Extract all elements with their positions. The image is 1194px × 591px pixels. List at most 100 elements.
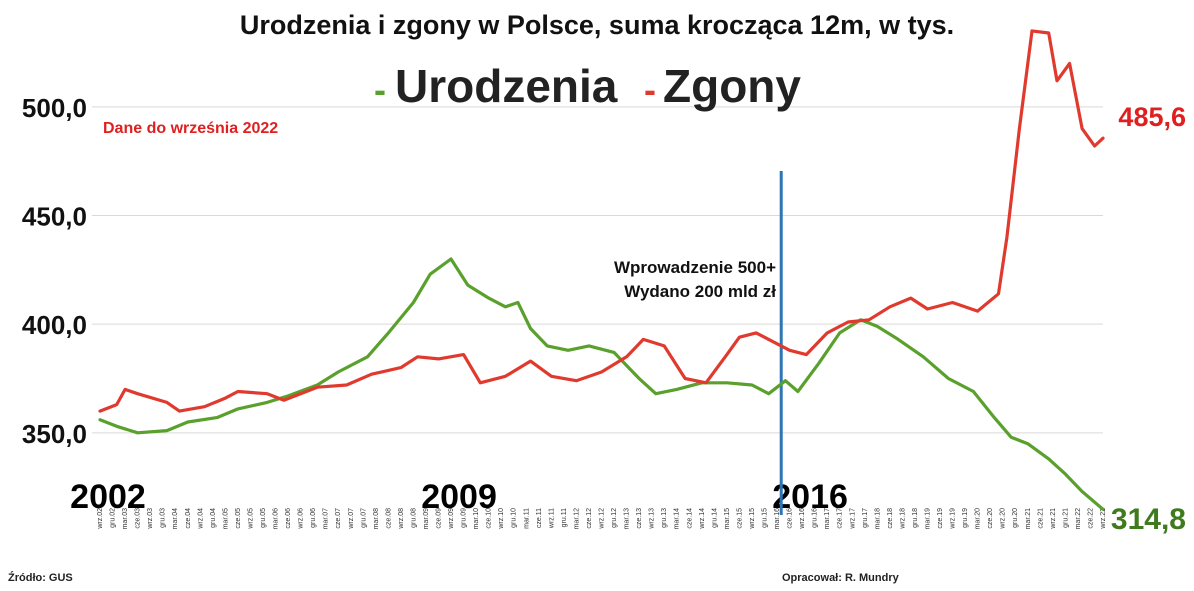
births-line xyxy=(98,257,1105,511)
x-tick-label: mar.21 xyxy=(1025,508,1032,530)
annotation-line-2: Wydano 200 mld zł xyxy=(624,282,776,301)
x-tick-label: cze.16 xyxy=(787,508,794,529)
x-tick-label: wrz.06 xyxy=(298,508,305,530)
x-tick-label: cze.12 xyxy=(586,508,593,529)
x-tick-label: gru.18 xyxy=(912,508,919,528)
x-tick-label: wrz.16 xyxy=(799,508,806,530)
series-lines xyxy=(98,29,1105,511)
x-tick-label: gru.13 xyxy=(661,508,668,528)
legend-births-label: Urodzenia xyxy=(395,60,618,112)
x-tick-label: cze.13 xyxy=(636,508,643,529)
x-tick-label: wrz.08 xyxy=(398,508,405,530)
x-tick-label: mar.14 xyxy=(674,508,681,530)
x-tick-label: mar.05 xyxy=(222,508,229,530)
x-tick-label: cze.20 xyxy=(987,508,994,529)
legend-deaths-label: Zgony xyxy=(663,60,801,112)
legend: - Urodzenia - Zgony xyxy=(374,60,801,112)
x-tick-label: cze.15 xyxy=(736,508,743,529)
year-label: 2016 xyxy=(772,478,848,516)
x-tick-label: gru.11 xyxy=(561,508,568,527)
x-tick-label: cze.03 xyxy=(135,508,142,529)
x-tick-label: gru.15 xyxy=(761,508,768,528)
x-tick-label: gru.17 xyxy=(862,508,869,528)
x-tick-label: cze.07 xyxy=(335,508,342,529)
x-tick-label: gru.07 xyxy=(360,508,367,528)
y-tick-label: 450,0 xyxy=(22,202,87,232)
chart-title: Urodzenia i zgony w Polsce, suma krocząc… xyxy=(240,10,954,40)
x-tick-label: cze.05 xyxy=(235,508,242,529)
x-tick-label: cze.17 xyxy=(837,508,844,529)
x-tick-label: wrz.15 xyxy=(749,508,756,530)
x-tick-label: cze.04 xyxy=(185,508,192,529)
x-tick-label: mar.18 xyxy=(874,508,881,530)
x-tick-label: wrz.12 xyxy=(599,508,606,530)
x-tick-label: cze.10 xyxy=(486,508,493,529)
x-tick-label: gru.09 xyxy=(461,508,468,528)
year-label: 2002 xyxy=(70,478,146,516)
x-tick-label: cze.08 xyxy=(385,508,392,529)
x-tick-label: wrz.10 xyxy=(498,508,505,530)
x-tick-label: gru.20 xyxy=(1012,508,1019,528)
x-tick-label: mar.08 xyxy=(373,508,380,530)
x-tick-label: mar.12 xyxy=(573,508,580,530)
x-tick-label: mar.06 xyxy=(273,508,280,530)
legend-deaths-symbol: - xyxy=(644,69,656,110)
x-tick-label: mar.15 xyxy=(724,508,731,530)
x-tick-label: mar.13 xyxy=(624,508,631,530)
data-range-note: Dane do września 2022 xyxy=(103,120,278,137)
legend-births-symbol: - xyxy=(374,69,386,110)
y-tick-label: 500,0 xyxy=(22,93,87,123)
x-tick-label: gru.03 xyxy=(160,508,167,528)
x-tick-label: gru.14 xyxy=(711,508,718,528)
x-tick-label: cze.14 xyxy=(686,508,693,529)
x-tick-label: gru.08 xyxy=(410,508,417,528)
x-axis-month-ticks: wrz.02 gru.02 mar.03 cze.03 wrz.03 gru.03 mar.… xyxy=(97,508,1107,530)
x-tick-label: mar.22 xyxy=(1075,508,1082,530)
x-tick-label: wrz.02 xyxy=(97,508,104,530)
x-tick-label: gru.10 xyxy=(511,508,518,528)
x-tick-label: mar.10 xyxy=(473,508,480,530)
x-tick-label: wrz.11 xyxy=(548,508,555,529)
x-tick-label: wrz.20 xyxy=(1000,508,1007,530)
x-tick-label: mar.07 xyxy=(323,508,330,530)
x-tick-label: wrz.09 xyxy=(448,508,455,530)
x-tick-label: mar.11 xyxy=(523,508,530,529)
year-labels: 2002 2009 2016 xyxy=(70,478,848,516)
x-tick-label: gru.12 xyxy=(611,508,618,528)
y-tick-label: 400,0 xyxy=(22,310,87,340)
x-tick-label: wrz.19 xyxy=(950,508,957,530)
deaths-line xyxy=(98,29,1105,413)
x-tick-label: gru.02 xyxy=(110,508,117,528)
x-tick-label: wrz.14 xyxy=(699,508,706,530)
x-tick-label: wrz.22 xyxy=(1100,508,1107,530)
x-tick-label: wrz.13 xyxy=(649,508,656,530)
x-tick-label: gru.04 xyxy=(210,508,217,528)
x-tick-label: wrz.04 xyxy=(197,508,204,530)
x-tick-label: cze.09 xyxy=(436,508,443,529)
x-tick-label: wrz.07 xyxy=(348,508,355,530)
x-tick-label: mar.17 xyxy=(824,508,831,530)
x-tick-label: wrz.17 xyxy=(849,508,856,530)
x-tick-label: wrz.21 xyxy=(1050,508,1057,530)
x-tick-label: cze.19 xyxy=(937,508,944,529)
author-credit: Opracował: R. Mundry xyxy=(782,572,899,584)
x-tick-label: cze.21 xyxy=(1037,508,1044,529)
deaths-end-value: 485,6 xyxy=(1118,102,1186,132)
x-tick-label: cze.22 xyxy=(1087,508,1094,529)
x-tick-label: wrz.18 xyxy=(899,508,906,530)
x-tick-label: gru.16 xyxy=(812,508,819,528)
x-tick-label: mar.09 xyxy=(423,508,430,530)
y-axis-ticks: 350,0 400,0 450,0 500,0 xyxy=(22,93,87,449)
x-tick-label: gru.06 xyxy=(310,508,317,528)
births-end-value: 314,8 xyxy=(1111,503,1186,536)
x-tick-label: mar.19 xyxy=(924,508,931,530)
year-label: 2009 xyxy=(421,478,497,516)
y-tick-label: 350,0 xyxy=(22,419,87,449)
x-tick-label: gru.05 xyxy=(260,508,267,528)
x-tick-label: cze.06 xyxy=(285,508,292,529)
x-tick-label: mar.20 xyxy=(975,508,982,530)
x-tick-label: wrz.03 xyxy=(147,508,154,530)
gridlines xyxy=(92,106,1103,434)
